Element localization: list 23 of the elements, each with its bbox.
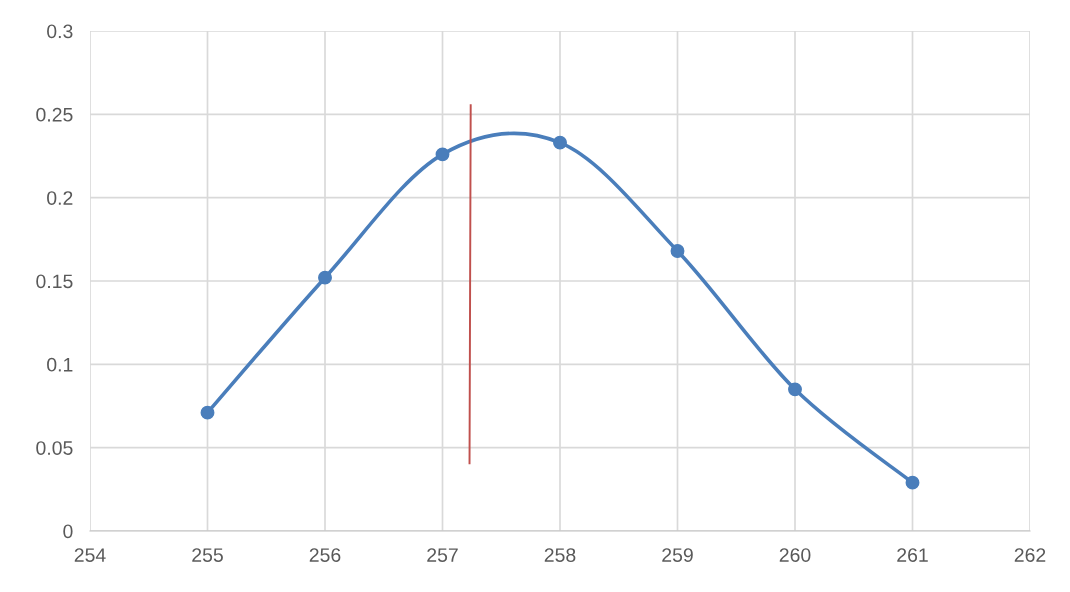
- x-tick-label: 259: [662, 548, 693, 562]
- x-tick-label: 260: [779, 548, 811, 562]
- y-tick-label: 0.25: [36, 107, 73, 122]
- x-tick-label: 255: [192, 548, 223, 562]
- x-tick-label: 262: [1014, 548, 1046, 562]
- y-tick-label: 0.3: [47, 24, 73, 39]
- point: [788, 382, 802, 397]
- x-tick-label: 261: [897, 548, 928, 562]
- x-tick-label: 257: [427, 548, 458, 562]
- y-tick-label: 0.05: [36, 441, 73, 455]
- point: [670, 244, 685, 258]
- x-tick-label: 258: [544, 548, 576, 562]
- x-tick-label: 256: [309, 548, 341, 562]
- point: [905, 475, 920, 490]
- point: [553, 135, 567, 150]
- point: [318, 270, 332, 285]
- y-tick-label: 0.15: [36, 274, 73, 289]
- x-tick-label: 254: [74, 548, 106, 562]
- y-tick-label: 0.2: [47, 191, 73, 205]
- y-tick-label: 0: [63, 524, 73, 539]
- point: [435, 147, 450, 162]
- y-tick-label: 0.1: [47, 357, 73, 372]
- point: [200, 405, 215, 420]
